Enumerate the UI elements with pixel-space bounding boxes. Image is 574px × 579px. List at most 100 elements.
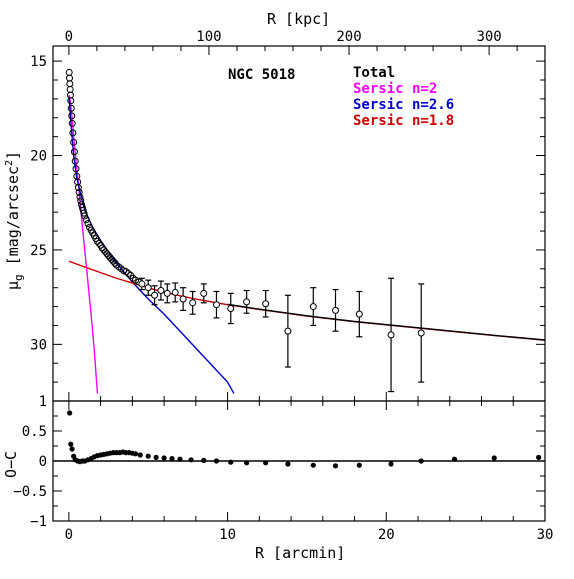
observed-point-errorbar: [163, 289, 171, 297]
observed-point: [65, 68, 73, 76]
observed-point: [80, 209, 88, 217]
residual-point: [285, 461, 291, 467]
top-panel-frame: [52, 45, 546, 402]
observed-point: [77, 197, 85, 205]
x-tick-label: 10: [219, 527, 236, 543]
observed-point: [81, 212, 89, 220]
observed-point-errorbar: [171, 288, 179, 296]
residual-point: [356, 462, 362, 468]
residual-y-tick-label: 1: [39, 394, 47, 410]
legend-entry: Sersic n=2: [353, 81, 437, 97]
x-axis-title: R [arcmin]: [255, 544, 345, 562]
observed-point-errorbar: [387, 331, 395, 339]
y-tick-label: 25: [30, 243, 47, 259]
observed-point-errorbar: [309, 303, 317, 311]
observed-point-errorbar: [262, 300, 270, 308]
residual-point: [451, 456, 458, 462]
observed-point-errorbar: [284, 327, 292, 335]
residual-y-tick-label: −0.5: [13, 484, 47, 500]
residual-point: [169, 456, 175, 462]
y-axis-title-close: ]: [4, 151, 22, 160]
observed-point: [68, 112, 76, 120]
observed-point-errorbar: [417, 329, 425, 337]
observed-point: [67, 104, 75, 112]
observed-point: [66, 91, 74, 99]
observed-point-errorbar: [243, 298, 251, 306]
sersic-n-1-8-curve: [68, 260, 545, 341]
observed-point-errorbar: [355, 310, 363, 318]
residual-axis-title: O−C: [2, 451, 20, 478]
y-tick-label: 20: [30, 149, 47, 165]
observed-point: [82, 216, 90, 224]
y-axis-title-sub: g: [12, 274, 25, 281]
observed-point: [95, 239, 103, 247]
observed-point: [70, 148, 78, 156]
x-tick-label: 30: [537, 527, 554, 543]
observed-point: [68, 119, 76, 127]
residual-point: [201, 457, 207, 463]
observed-point: [101, 248, 109, 256]
observed-point-errorbar: [332, 306, 340, 314]
top-kpc-tick-label: 200: [336, 29, 361, 45]
residual-point: [418, 458, 424, 464]
legend-entry: Total: [353, 65, 395, 81]
x-tick-label: 0: [65, 527, 73, 543]
observed-point: [71, 157, 79, 165]
residual-point: [188, 457, 194, 463]
y-axis-title-mu: μ: [4, 281, 22, 290]
y-tick-label: 30: [30, 337, 47, 353]
observed-point: [66, 80, 74, 88]
observed-point: [67, 97, 75, 105]
residual-point: [244, 460, 250, 466]
residual-point: [332, 463, 339, 469]
residual-point: [536, 454, 542, 460]
legend-entry: Sersic n=1.8: [353, 113, 454, 129]
residual-point: [491, 455, 497, 461]
sersic-n-2-curve: [68, 94, 99, 394]
observed-point-errorbar: [144, 284, 152, 292]
y-axis-title: μg [mag/arcsec2]: [4, 151, 25, 290]
observed-point: [66, 85, 74, 93]
residual-point: [145, 453, 151, 459]
residual-point: [310, 462, 316, 468]
residual-point: [137, 452, 143, 458]
residual-point: [161, 455, 167, 461]
y-axis-title-sup: 2: [4, 160, 15, 166]
observed-point: [111, 259, 119, 267]
observed-point-errorbar: [157, 287, 165, 295]
legend-entry: Sersic n=2.6: [353, 97, 454, 113]
observed-point-errorbar: [179, 295, 187, 303]
observed-point: [76, 193, 84, 201]
residual-point: [153, 454, 159, 460]
top-axis-title: R [kpc]: [267, 10, 330, 28]
observed-point-errorbar: [200, 289, 208, 297]
observed-point: [69, 129, 77, 137]
residual-y-tick-label: 0: [39, 454, 47, 470]
residual-point: [68, 441, 74, 447]
residual-point: [228, 459, 234, 465]
residual-point: [67, 410, 73, 416]
observed-point: [66, 74, 74, 82]
residual-point: [132, 451, 139, 457]
residual-panel: 0 10 20 30 1 0.5 0 −0.5 −1 R [arcmin] O−C: [2, 394, 553, 562]
observed-point-errorbar: [227, 304, 235, 312]
x-tick-label: 20: [378, 527, 395, 543]
observed-point: [74, 184, 82, 192]
observed-point-errorbar: [138, 280, 146, 288]
observed-point-errorbar: [151, 291, 159, 299]
top-kpc-tick-label: 0: [65, 29, 73, 45]
galaxy-name: NGC 5018: [228, 67, 295, 83]
y-tick-label: 15: [30, 54, 47, 70]
observed-point: [70, 138, 78, 146]
observed-point-errorbar: [189, 299, 197, 307]
observed-point: [75, 188, 83, 196]
top-kpc-tick-label: 300: [476, 29, 501, 45]
y-axis-title-rest: [mag/arcsec: [4, 166, 22, 274]
top-kpc-tick-label: 100: [196, 29, 221, 45]
residual-point: [388, 461, 394, 467]
residual-point: [69, 446, 75, 452]
